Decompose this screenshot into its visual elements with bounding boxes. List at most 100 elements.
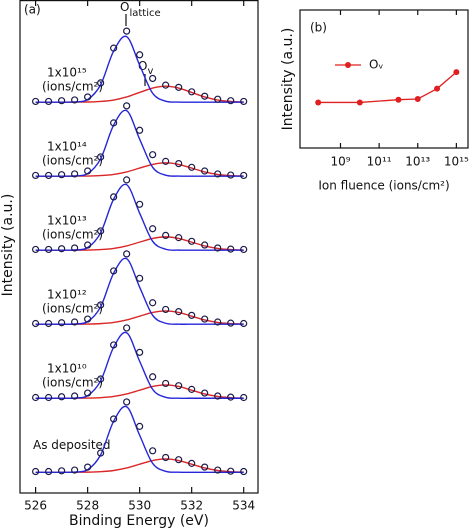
- data-point: [58, 97, 66, 105]
- data-point: [97, 153, 105, 161]
- data-point: [97, 79, 105, 87]
- data-point: [149, 74, 157, 83]
- spectrum-unit: (ions/cm²): [42, 80, 103, 94]
- data-point: [71, 244, 79, 252]
- plot-frame: [19, 0, 259, 494]
- data-point: [214, 466, 222, 474]
- spectrum-label: 1x10¹³: [47, 214, 87, 228]
- data-point: [149, 225, 157, 233]
- data-point: [240, 319, 248, 328]
- annotation-text: O: [120, 0, 129, 14]
- data-point: [175, 159, 183, 168]
- data-point: [32, 245, 40, 254]
- data-point: [45, 393, 53, 402]
- data-point: [58, 245, 66, 253]
- data-point: [149, 299, 157, 307]
- data-point: [240, 393, 248, 402]
- data-point: [214, 392, 222, 400]
- x-tick-label: 526: [24, 499, 47, 513]
- data-point: [71, 170, 79, 178]
- data-point: [227, 319, 235, 327]
- annotation-sub: lattice: [129, 8, 160, 19]
- data-point: [149, 447, 157, 455]
- data-point: [97, 227, 105, 235]
- data-point: [110, 44, 118, 52]
- data-point: [162, 305, 170, 314]
- y-axis-title: Intensity (a.u.): [0, 194, 16, 297]
- spectrum-label: 1x10¹⁴: [47, 140, 87, 154]
- data-point: [136, 348, 144, 356]
- y-axis-title: Intensity (a.u.): [280, 28, 296, 131]
- data-point: [240, 171, 248, 180]
- data-point: [201, 92, 209, 100]
- data-point: [136, 51, 144, 59]
- spectrum-label: 1x10¹⁵: [47, 66, 87, 80]
- series-line: [318, 71, 457, 104]
- data-point: [84, 389, 92, 397]
- data-point: [162, 379, 170, 388]
- data-point: [45, 319, 53, 328]
- data-point: [110, 193, 118, 201]
- lattice-fit: [35, 183, 244, 251]
- data-point: [240, 245, 248, 254]
- spectrum-unit: (ions/cm²): [42, 376, 103, 390]
- data-point: [58, 393, 66, 401]
- data-point: [175, 456, 183, 464]
- data-point: [110, 119, 118, 127]
- panel-label: (a): [24, 3, 41, 17]
- panel-label: (b): [310, 21, 327, 35]
- data-point: [175, 83, 183, 91]
- data-point: [58, 467, 66, 475]
- data-point: [32, 171, 40, 180]
- data-point: [84, 463, 92, 471]
- data-point: [45, 245, 53, 254]
- data-point: [201, 315, 209, 323]
- data-point: [71, 96, 79, 104]
- data-point: [45, 467, 53, 476]
- data-point: [188, 385, 196, 393]
- data-point: [123, 324, 131, 332]
- data-point: [136, 200, 144, 208]
- data-point: [214, 170, 222, 178]
- data-point: [123, 27, 131, 35]
- data-point: [149, 151, 157, 159]
- data-point: [175, 382, 183, 390]
- x-tick-label: 10¹¹: [367, 155, 392, 169]
- spectrum-label: 1x10¹²: [47, 288, 87, 302]
- data-point: [214, 95, 222, 103]
- data-point: [201, 241, 209, 249]
- x-tick-label: 528: [76, 499, 99, 513]
- data-point: [162, 231, 170, 239]
- data-point: [414, 96, 421, 103]
- data-point: [84, 167, 92, 175]
- lattice-fit: [35, 35, 244, 103]
- data-point: [58, 319, 66, 327]
- data-point: [162, 453, 170, 462]
- data-point: [175, 234, 183, 242]
- vacancy-fit: [35, 458, 244, 473]
- data-point: [32, 393, 40, 402]
- annotation-sub: v: [147, 66, 153, 77]
- data-point: [201, 389, 209, 397]
- data-point: [110, 267, 118, 275]
- data-point: [32, 467, 40, 476]
- data-point: [227, 171, 235, 179]
- data-point: [136, 126, 144, 134]
- lattice-fit: [35, 109, 244, 177]
- spectrum-unit: (ions/cm²): [42, 228, 103, 242]
- data-point: [395, 96, 402, 103]
- data-point: [356, 99, 363, 106]
- data-point: [214, 318, 222, 326]
- data-point: [175, 308, 183, 316]
- data-point: [162, 157, 170, 165]
- spectrum-unit: (ions/cm²): [42, 154, 103, 168]
- data-point: [227, 393, 235, 401]
- plot-frame: [299, 9, 469, 149]
- data-point: [188, 237, 196, 245]
- data-point: [110, 415, 118, 423]
- data-point: [84, 241, 92, 249]
- data-point: [315, 99, 322, 106]
- data-point: [71, 392, 79, 400]
- data-point: [45, 171, 53, 180]
